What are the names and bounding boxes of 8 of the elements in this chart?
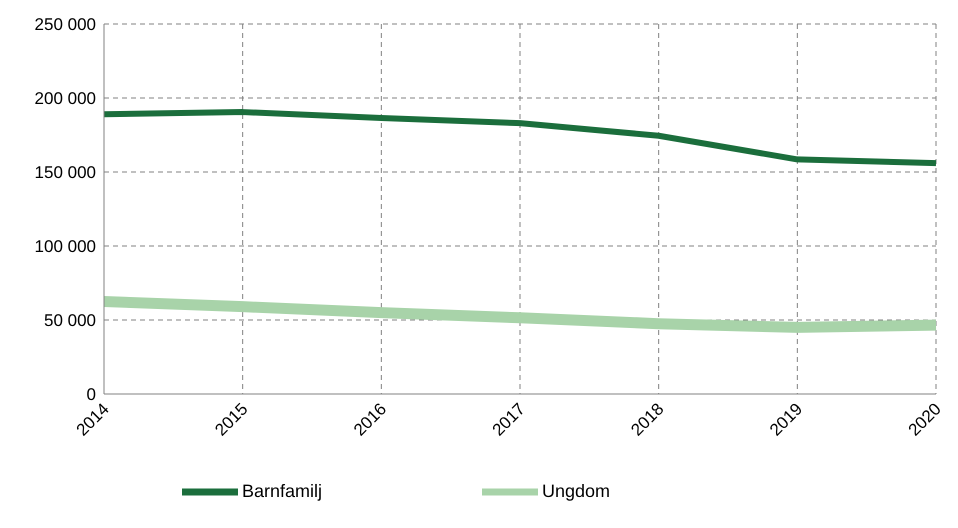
y-tick-label: 200 000 [34, 89, 96, 108]
y-tick-label: 0 [86, 385, 96, 404]
y-tick-label: 100 000 [34, 237, 96, 256]
y-tick-label: 250 000 [34, 15, 96, 34]
legend-label: Barnfamilj [242, 480, 322, 501]
y-tick-label: 150 000 [34, 163, 96, 182]
y-tick-label: 50 000 [44, 311, 96, 330]
legend-label: Ungdom [542, 480, 610, 501]
